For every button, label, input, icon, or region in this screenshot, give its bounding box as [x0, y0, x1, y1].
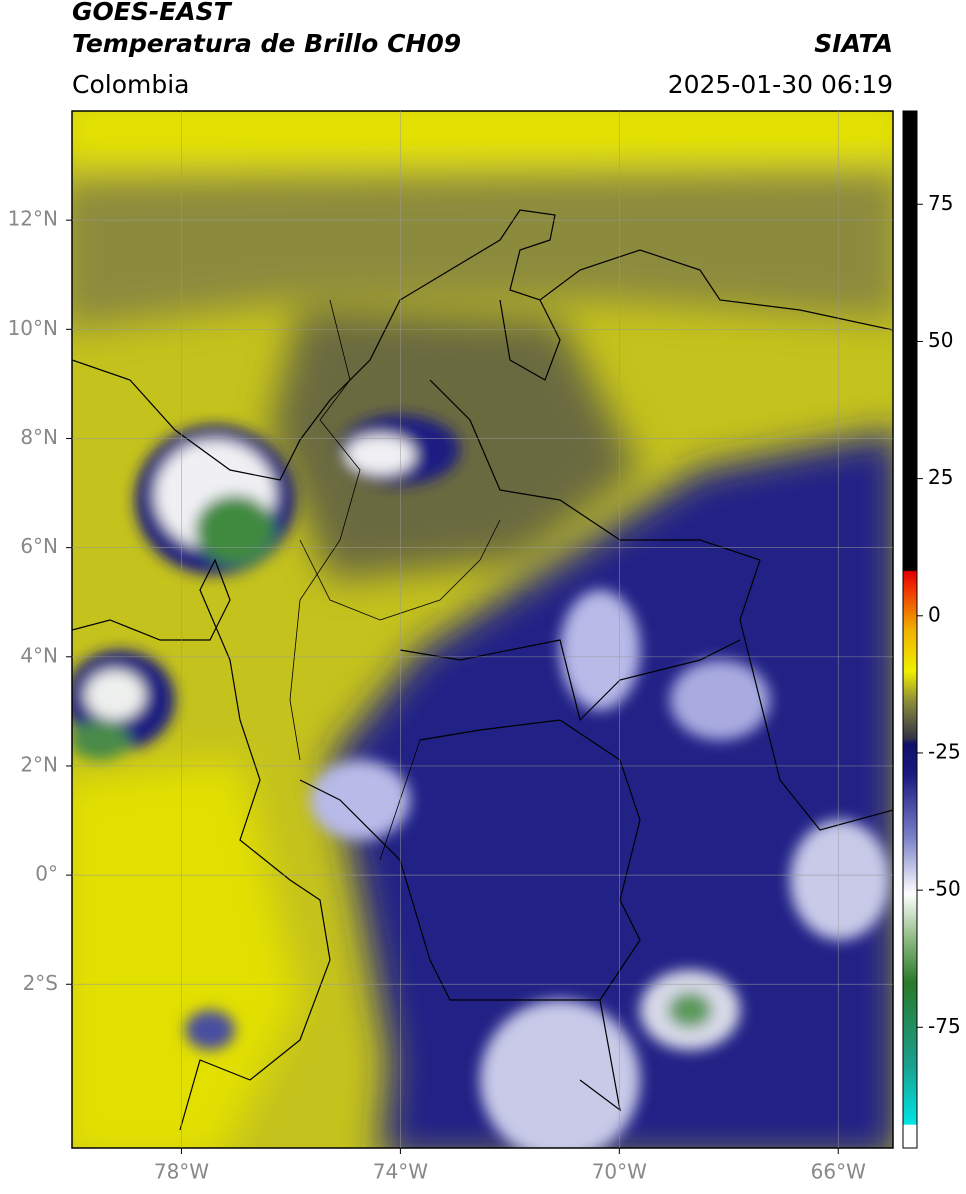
colorbar-tick-label: 50	[928, 328, 953, 352]
product: Temperatura de Brillo CH09	[72, 29, 461, 58]
colorbar-tick-label: 75	[928, 191, 953, 215]
x-tick-label: 78°W	[154, 1160, 209, 1184]
x-tick-label: 66°W	[811, 1160, 866, 1184]
y-tick-label: 0°	[35, 862, 58, 886]
y-tick-label: 4°N	[20, 643, 58, 667]
y-tick-label: 6°N	[20, 534, 58, 558]
y-tick-label: 12°N	[8, 207, 58, 231]
colorbar-tick-label: -50	[928, 877, 961, 901]
colorbar-tick-label: 0	[928, 602, 941, 626]
colorbar	[902, 110, 918, 1149]
colorbar-tick-label: -25	[928, 739, 961, 763]
y-tick-label: 2°N	[20, 752, 58, 776]
map-frame	[71, 110, 894, 1149]
y-tick-label: 8°N	[20, 425, 58, 449]
colorbar-tick-label: 25	[928, 465, 953, 489]
y-tick-label: 2°S	[23, 971, 58, 995]
x-tick-label: 70°W	[592, 1160, 647, 1184]
y-tick-label: 10°N	[8, 316, 58, 340]
satellite: GOES-EAST	[72, 0, 233, 26]
x-tick-label: 74°W	[373, 1160, 428, 1184]
imagery	[72, 111, 893, 1148]
datetime: 2025-01-30 06:19	[668, 70, 893, 99]
colorbar-tick-label: -75	[928, 1014, 961, 1038]
agency: SIATA	[814, 29, 893, 58]
region: Colombia	[72, 70, 189, 99]
